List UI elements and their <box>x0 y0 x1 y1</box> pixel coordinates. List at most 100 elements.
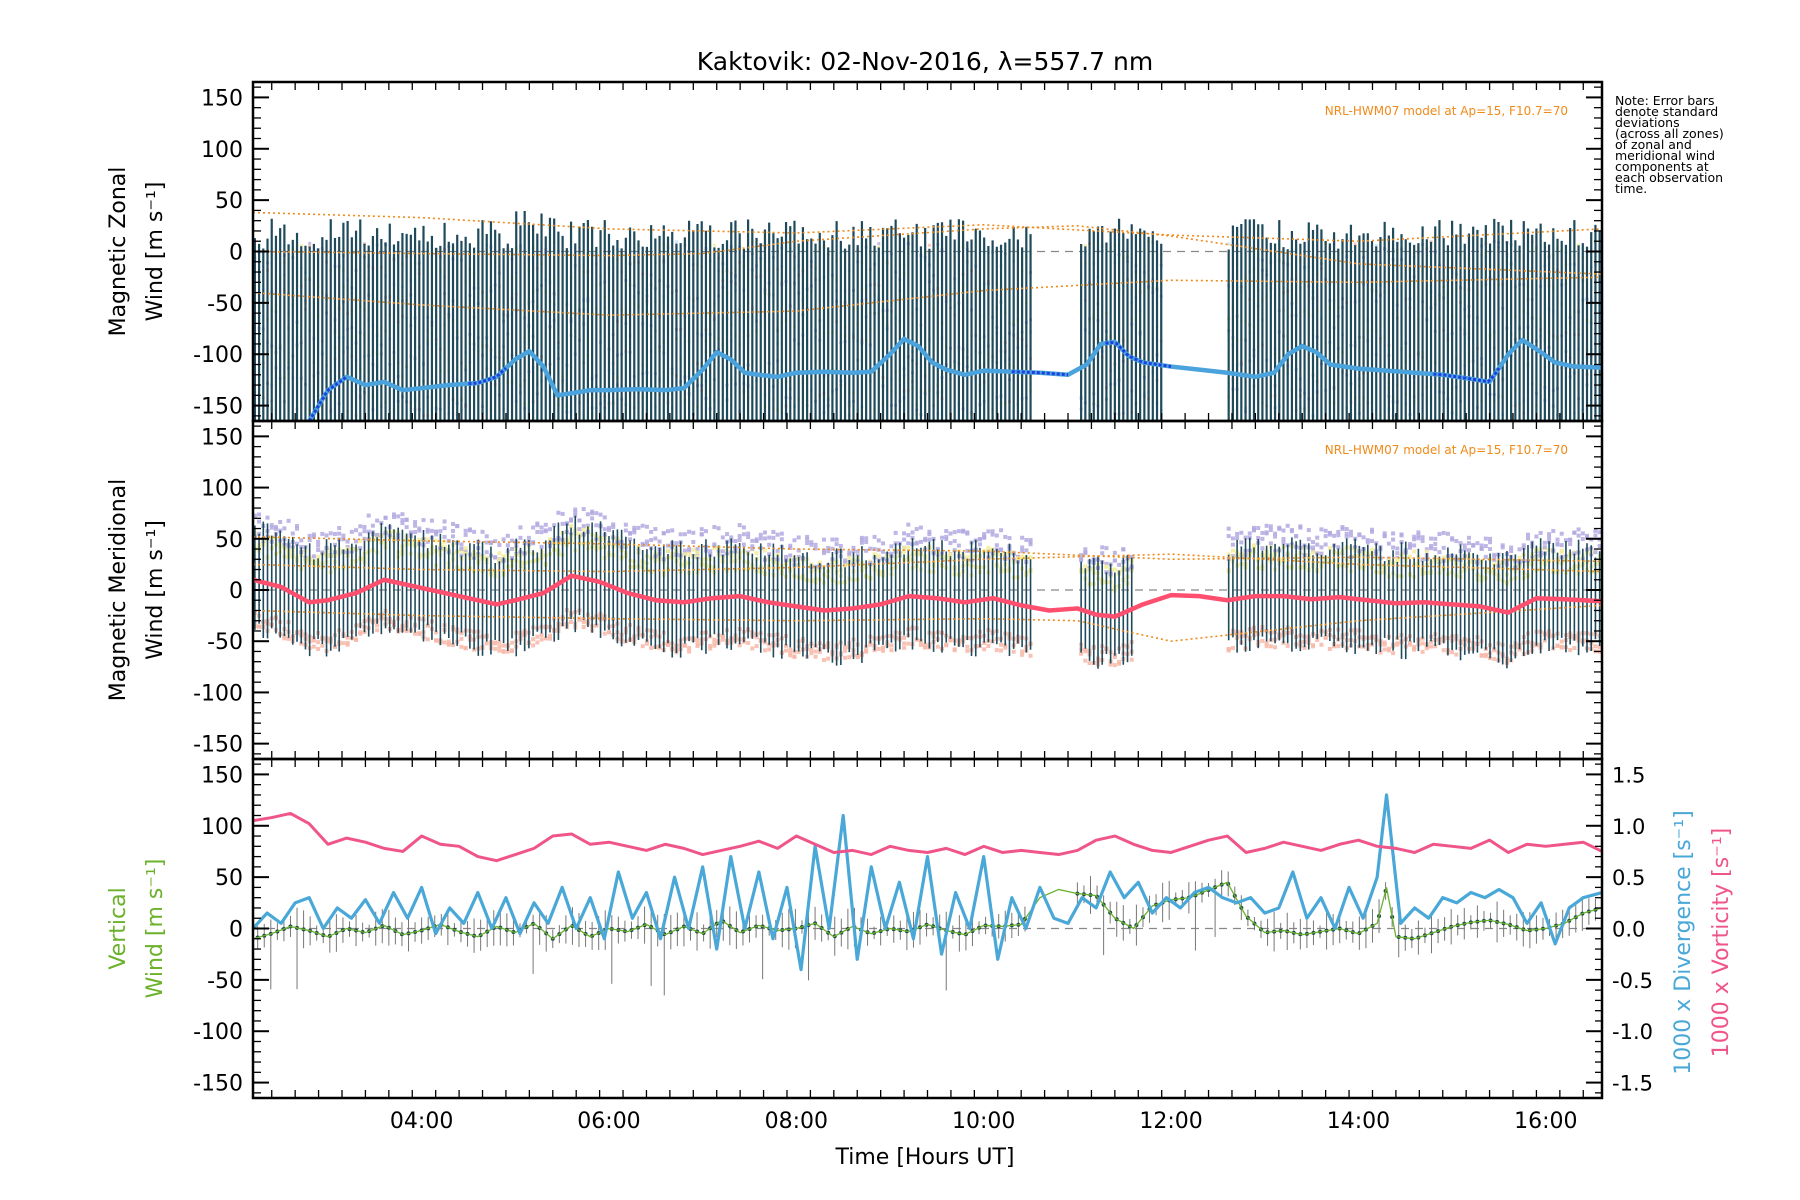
meridional-scatter-point <box>1479 543 1484 548</box>
zonal-scatter-point <box>1577 243 1581 247</box>
meridional-scatter-point <box>257 512 262 517</box>
meridional-scatter-point <box>893 541 898 546</box>
meridional-scatter-point <box>1399 540 1404 545</box>
meridional-scatter-point <box>590 511 595 516</box>
meridional-scatter-point <box>354 539 359 544</box>
meridional-scatter-point <box>813 542 818 547</box>
meridional-scatter-point <box>649 645 654 650</box>
meridional-scatter-point <box>1509 545 1514 550</box>
meridional-scatter-point <box>952 647 957 652</box>
meridional-scatter-point <box>847 552 852 557</box>
meridional-scatter-point <box>1441 530 1446 535</box>
meridional-scatter-point <box>644 539 649 544</box>
meridional-scatter-point <box>1433 547 1438 552</box>
meridional-scatter-point <box>539 637 544 642</box>
meridional-scatter-point <box>493 555 498 560</box>
meridional-scatter-point <box>1391 545 1396 550</box>
meridional-scatter-point <box>543 636 548 641</box>
meridional-scatter-point <box>889 648 894 653</box>
meridional-scatter-point <box>977 537 982 542</box>
meridional-scatter-point <box>547 537 552 542</box>
meridional-scatter-point <box>1420 557 1425 562</box>
meridional-scatter-point <box>1433 536 1438 541</box>
zonal-scatter-point <box>712 243 716 247</box>
meridional-scatter-point <box>581 507 586 512</box>
meridional-scatter-point <box>1450 536 1455 541</box>
meridional-scatter-point <box>1226 534 1231 539</box>
meridional-scatter-point <box>1525 532 1530 537</box>
meridional-scatter-point <box>779 537 784 542</box>
zonal-scatter-point <box>1083 244 1087 248</box>
meridional-scatter-point <box>965 555 970 560</box>
zonal-scatter-point <box>308 241 312 245</box>
meridional-scatter-point <box>518 535 523 540</box>
meridional-scatter-point <box>1273 531 1278 536</box>
meridional-scatter-point <box>1492 554 1497 559</box>
meridional-scatter-point <box>560 521 565 526</box>
meridional-scatter-point <box>1412 549 1417 554</box>
meridional-scatter-point <box>425 623 430 628</box>
meridional-scatter-point <box>480 529 485 534</box>
meridional-scatter-point <box>1437 550 1442 555</box>
meridional-scatter-point <box>902 635 907 640</box>
meridional-scatter-point <box>940 535 945 540</box>
meridional-scatter-point <box>1525 536 1530 541</box>
meridional-scatter-point <box>1310 545 1315 550</box>
meridional-scatter-point <box>606 630 611 635</box>
meridional-scatter-point <box>518 525 523 530</box>
meridional-scatter-point <box>493 539 498 544</box>
meridional-scatter-point <box>585 523 590 528</box>
meridional-scatter-point <box>332 542 337 547</box>
meridional-scatter-point <box>813 649 818 654</box>
meridional-scatter-point <box>784 643 789 648</box>
meridional-scatter-point <box>1323 528 1328 533</box>
meridional-scatter-point <box>535 523 540 528</box>
meridional-scatter-point <box>628 537 633 542</box>
meridional-scatter-point <box>847 655 852 660</box>
meridional-scatter-point <box>859 540 864 545</box>
meridional-scatter-point <box>1382 647 1387 652</box>
meridional-scatter-point <box>775 549 780 554</box>
zonal-scatter-point <box>877 245 881 249</box>
meridional-scatter-point <box>375 532 380 537</box>
meridional-scatter-point <box>944 529 949 534</box>
meridional-scatter-point <box>720 634 725 639</box>
meridional-scatter-point <box>269 523 274 528</box>
meridional-scatter-point <box>484 534 489 539</box>
meridional-scatter-point <box>581 625 586 630</box>
meridional-scatter-point <box>451 521 456 526</box>
meridional-scatter-point <box>1327 546 1332 551</box>
meridional-scatter-point <box>362 529 367 534</box>
meridional-scatter-point <box>396 514 401 519</box>
meridional-scatter-point <box>590 516 595 521</box>
meridional-scatter-point <box>994 543 999 548</box>
meridional-scatter-point <box>1323 542 1328 547</box>
meridional-scatter-point <box>1391 537 1396 542</box>
meridional-scatter-point <box>1332 533 1337 538</box>
meridional-scatter-point <box>826 656 831 661</box>
meridional-scatter-point <box>1281 537 1286 542</box>
meridional-scatter-point <box>746 535 751 540</box>
meridional-scatter-point <box>902 549 907 554</box>
meridional-scatter-point <box>990 529 995 534</box>
meridional-scatter-point <box>1268 524 1273 529</box>
meridional-scatter-point <box>961 529 966 534</box>
meridional-scatter-point <box>1020 535 1025 540</box>
meridional-scatter-point <box>666 529 671 534</box>
meridional-scatter-point <box>762 648 767 653</box>
meridional-scatter-point <box>299 544 304 549</box>
meridional-scatter-point <box>552 523 557 528</box>
meridional-scatter-point <box>1399 533 1404 538</box>
meridional-scatter-point <box>278 520 283 525</box>
meridional-scatter-point <box>505 649 510 654</box>
meridional-scatter-point <box>451 642 456 647</box>
meridional-scatter-point <box>855 655 860 660</box>
meridional-scatter-point <box>1454 652 1459 657</box>
meridional-scatter-point <box>1365 538 1370 543</box>
meridional-scatter-point <box>699 527 704 532</box>
meridional-plot-area <box>253 507 1602 669</box>
meridional-scatter-point <box>640 523 645 528</box>
meridional-scatter-point <box>1542 545 1547 550</box>
meridional-scatter-point <box>644 641 649 646</box>
meridional-scatter-point <box>843 563 848 568</box>
